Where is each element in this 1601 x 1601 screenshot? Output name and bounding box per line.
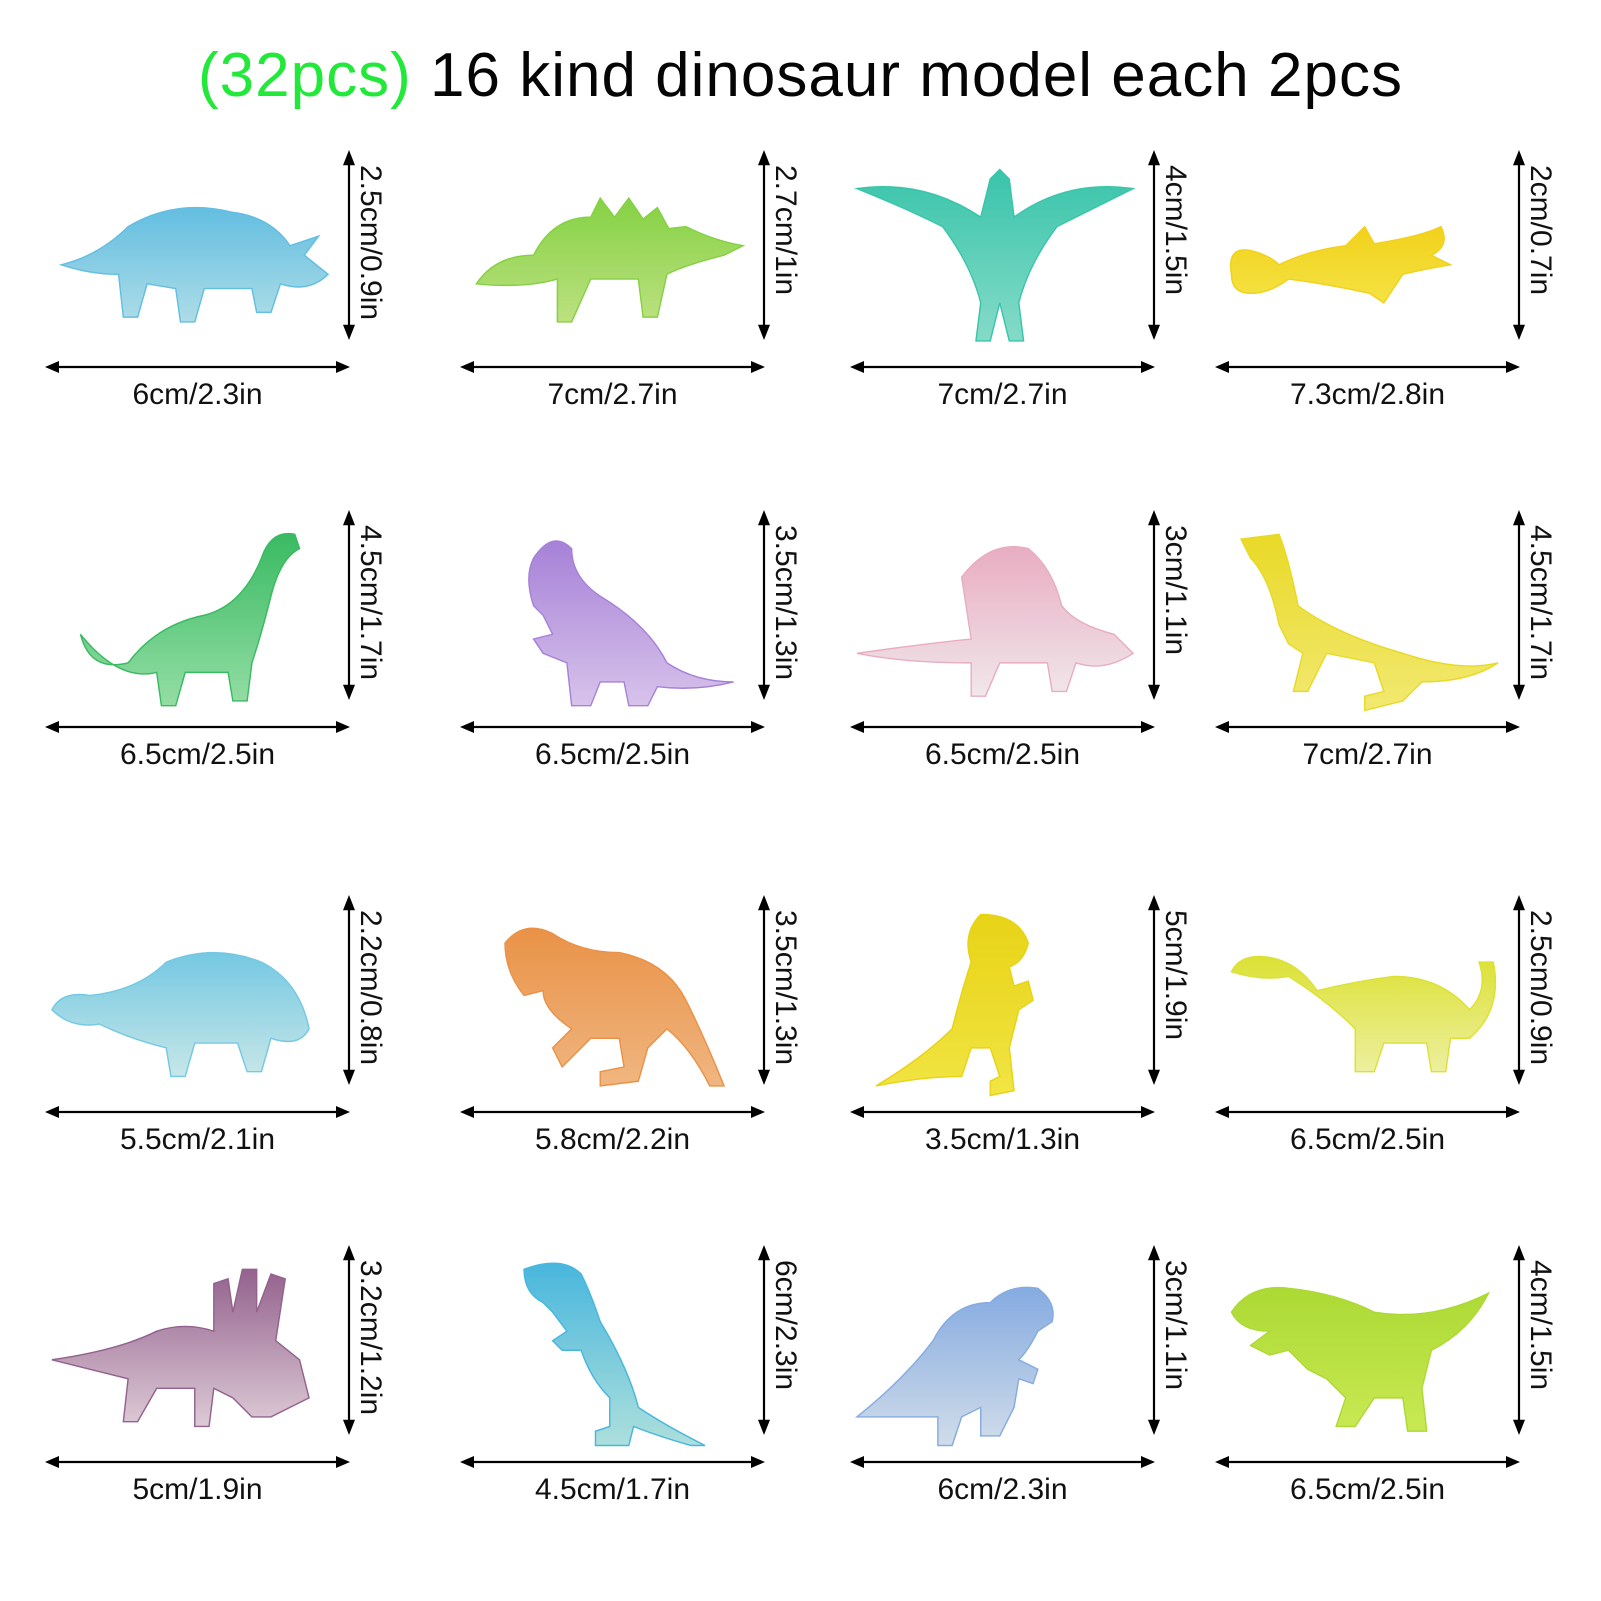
dinosaur-item-plateosaurus: 7cm/2.7in 4.5cm/1.7in bbox=[1185, 510, 1575, 810]
dinosaur-item-stegosaurus: 7cm/2.7in 2.7cm/1in bbox=[430, 150, 820, 450]
dinosaur-item-pachycephalosaurus: 3.5cm/1.3in 5cm/1.9in bbox=[820, 895, 1210, 1195]
width-label: 6.5cm/2.5in bbox=[1289, 1473, 1446, 1506]
dinosaur-item-dilophosaurus: 6.5cm/2.5in 3.5cm/1.3in bbox=[430, 510, 820, 810]
height-arrow-icon bbox=[1148, 150, 1160, 340]
title-text: 16 kind dinosaur model each 2pcs bbox=[430, 41, 1403, 110]
width-label: 5cm/1.9in bbox=[132, 1473, 263, 1506]
width-label: 6.5cm/2.5in bbox=[1289, 1123, 1446, 1156]
dinosaur-item-ankylosaurus: 5.5cm/2.1in 2.2cm/0.8in bbox=[15, 895, 405, 1195]
height-label: 2.5cm/0.9in bbox=[354, 165, 387, 321]
height-arrow-icon bbox=[343, 895, 355, 1085]
brachiosaurus-figure-icon bbox=[35, 520, 345, 720]
height-label: 3.5cm/1.3in bbox=[769, 910, 802, 1066]
width-label: 6cm/2.3in bbox=[132, 378, 263, 411]
dinosaur-item-plesiosaur: 7.3cm/2.8in 2cm/0.7in bbox=[1185, 150, 1575, 450]
plateosaurus-figure-icon bbox=[1205, 520, 1515, 720]
page-title: (32pcs) 16 kind dinosaur model each 2pcs bbox=[0, 36, 1601, 116]
height-arrow-icon bbox=[758, 1245, 770, 1435]
height-label: 3.5cm/1.3in bbox=[769, 525, 802, 681]
height-arrow-icon bbox=[1148, 895, 1160, 1085]
width-label: 5.8cm/2.2in bbox=[534, 1123, 691, 1156]
height-arrow-icon bbox=[1148, 510, 1160, 700]
dinosaur-item-ceratosaurus: 6.5cm/2.5in 4cm/1.5in bbox=[1185, 1245, 1575, 1545]
width-arrow-icon bbox=[45, 361, 350, 373]
width-arrow-icon bbox=[45, 1456, 350, 1468]
height-label: 6cm/2.3in bbox=[769, 1260, 802, 1391]
height-arrow-icon bbox=[1513, 1245, 1525, 1435]
width-arrow-icon bbox=[850, 721, 1155, 733]
width-label: 6.5cm/2.5in bbox=[534, 738, 691, 771]
allosaurus-figure-icon bbox=[450, 905, 760, 1105]
height-label: 4.5cm/1.7in bbox=[354, 525, 387, 681]
stegosaurus-figure-icon bbox=[450, 160, 760, 360]
width-arrow-icon bbox=[460, 1456, 765, 1468]
dinosaur-item-pterodactyl: 7cm/2.7in 4cm/1.5in bbox=[820, 150, 1210, 450]
height-label: 4cm/1.5in bbox=[1524, 1260, 1557, 1391]
height-arrow-icon bbox=[343, 510, 355, 700]
width-label: 7.3cm/2.8in bbox=[1289, 378, 1446, 411]
dinosaur-item-triceratops: 6cm/2.3in 2.5cm/0.9in bbox=[15, 150, 405, 450]
width-label: 6.5cm/2.5in bbox=[119, 738, 276, 771]
width-label: 6cm/2.3in bbox=[937, 1473, 1068, 1506]
height-label: 3.2cm/1.2in bbox=[354, 1260, 387, 1416]
dinosaur-item-corythosaurus: 6cm/2.3in 3cm/1.1in bbox=[820, 1245, 1210, 1545]
width-arrow-icon bbox=[460, 721, 765, 733]
styracosaurus-figure-icon bbox=[35, 1255, 345, 1455]
width-arrow-icon bbox=[1215, 1456, 1520, 1468]
dinosaur-item-tyrannosaurus: 4.5cm/1.7in 6cm/2.3in bbox=[430, 1245, 820, 1545]
width-label: 3.5cm/1.3in bbox=[924, 1123, 1081, 1156]
ceratosaurus-figure-icon bbox=[1205, 1255, 1515, 1455]
width-arrow-icon bbox=[1215, 1106, 1520, 1118]
piece-count: (32pcs) bbox=[198, 41, 412, 110]
dilophosaurus-figure-icon bbox=[450, 520, 760, 720]
triceratops-figure-icon bbox=[35, 160, 345, 360]
height-label: 2.5cm/0.9in bbox=[1524, 910, 1557, 1066]
dinosaur-item-allosaurus: 5.8cm/2.2in 3.5cm/1.3in bbox=[430, 895, 820, 1195]
width-arrow-icon bbox=[1215, 361, 1520, 373]
width-label: 6.5cm/2.5in bbox=[924, 738, 1081, 771]
width-arrow-icon bbox=[850, 1106, 1155, 1118]
width-label: 7cm/2.7in bbox=[937, 378, 1068, 411]
width-arrow-icon bbox=[460, 361, 765, 373]
pterodactyl-figure-icon bbox=[840, 160, 1150, 360]
plesiosaur-figure-icon bbox=[1205, 160, 1515, 360]
height-label: 4.5cm/1.7in bbox=[1524, 525, 1557, 681]
height-arrow-icon bbox=[1513, 510, 1525, 700]
width-arrow-icon bbox=[850, 1456, 1155, 1468]
height-arrow-icon bbox=[1513, 895, 1525, 1085]
width-arrow-icon bbox=[45, 1106, 350, 1118]
ankylosaurus-figure-icon bbox=[35, 905, 345, 1105]
height-label: 2.7cm/1in bbox=[769, 165, 802, 296]
height-label: 2.2cm/0.8in bbox=[354, 910, 387, 1066]
dinosaur-item-styracosaurus: 5cm/1.9in 3.2cm/1.2in bbox=[15, 1245, 405, 1545]
corythosaurus-figure-icon bbox=[840, 1255, 1150, 1455]
height-label: 2cm/0.7in bbox=[1524, 165, 1557, 296]
width-arrow-icon bbox=[1215, 721, 1520, 733]
height-arrow-icon bbox=[343, 150, 355, 340]
width-label: 7cm/2.7in bbox=[1302, 738, 1433, 771]
width-label: 5.5cm/2.1in bbox=[119, 1123, 276, 1156]
height-arrow-icon bbox=[758, 895, 770, 1085]
pachycephalosaurus-figure-icon bbox=[840, 905, 1150, 1105]
height-arrow-icon bbox=[1148, 1245, 1160, 1435]
width-arrow-icon bbox=[45, 721, 350, 733]
apatosaurus-figure-icon bbox=[1205, 905, 1515, 1105]
height-arrow-icon bbox=[1513, 150, 1525, 340]
height-arrow-icon bbox=[758, 150, 770, 340]
dimetrodon-figure-icon bbox=[840, 520, 1150, 720]
width-arrow-icon bbox=[460, 1106, 765, 1118]
width-arrow-icon bbox=[850, 361, 1155, 373]
height-arrow-icon bbox=[343, 1245, 355, 1435]
width-label: 7cm/2.7in bbox=[547, 378, 678, 411]
tyrannosaurus-figure-icon bbox=[450, 1255, 760, 1455]
width-label: 4.5cm/1.7in bbox=[534, 1473, 691, 1506]
dinosaur-item-brachiosaurus: 6.5cm/2.5in 4.5cm/1.7in bbox=[15, 510, 405, 810]
dinosaur-item-apatosaurus: 6.5cm/2.5in 2.5cm/0.9in bbox=[1185, 895, 1575, 1195]
dinosaur-item-dimetrodon: 6.5cm/2.5in 3cm/1.1in bbox=[820, 510, 1210, 810]
height-arrow-icon bbox=[758, 510, 770, 700]
